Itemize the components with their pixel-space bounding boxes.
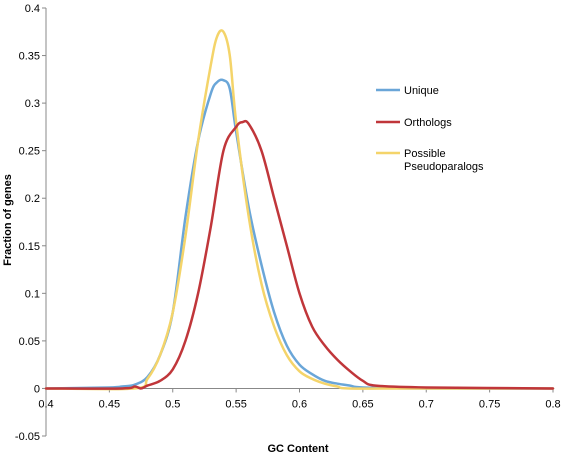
legend: Unique Orthologs Possible Pseudoparalogs [376, 85, 484, 173]
x-axis-title: GC Content [267, 443, 328, 455]
y-tick-label: -0.05 [15, 431, 40, 443]
y-tick-label: 0 [34, 383, 40, 395]
y-tick-label: 0.1 [25, 288, 40, 300]
x-tick-label: 0.7 [419, 398, 434, 410]
x-tick-label: 0.55 [225, 398, 246, 410]
series-lines [44, 29, 555, 391]
x-tick-label: 0.65 [352, 398, 373, 410]
y-tick-label: 0.2 [25, 193, 40, 205]
y-tick-label: 0.15 [19, 241, 40, 253]
series-line-possible-pseudoparalogs [44, 29, 555, 391]
legend-label-unique: Unique [404, 85, 439, 97]
series-line-orthologs [44, 119, 555, 390]
x-tick-label: 0.5 [165, 398, 180, 410]
x-tick-label: 0.6 [292, 398, 307, 410]
x-tick-labels: 0.4 0.45 0.5 0.55 0.6 0.65 0.7 0.75 0.8 [38, 398, 560, 410]
x-tick-label: 0.8 [545, 398, 560, 410]
x-tick-label: 0.45 [99, 398, 120, 410]
y-tick-label: 0.4 [25, 3, 40, 15]
legend-label-orthologs: Orthologs [404, 117, 452, 129]
y-tick-label: 0.35 [19, 51, 40, 63]
y-tick-label: 0.25 [19, 146, 40, 158]
y-tick-labels: 0.4 0.35 0.3 0.25 0.2 0.15 0.1 0.05 0 -0.05 [15, 3, 40, 443]
legend-label-possible-pseudoparalogs: Possible Pseudoparalogs [404, 148, 484, 173]
y-tick-label: 0.3 [25, 98, 40, 110]
y-axis-title: Fraction of genes [2, 174, 14, 266]
x-tick-label: 0.75 [479, 398, 500, 410]
x-tick-label: 0.4 [38, 398, 53, 410]
y-tick-label: 0.05 [19, 336, 40, 348]
